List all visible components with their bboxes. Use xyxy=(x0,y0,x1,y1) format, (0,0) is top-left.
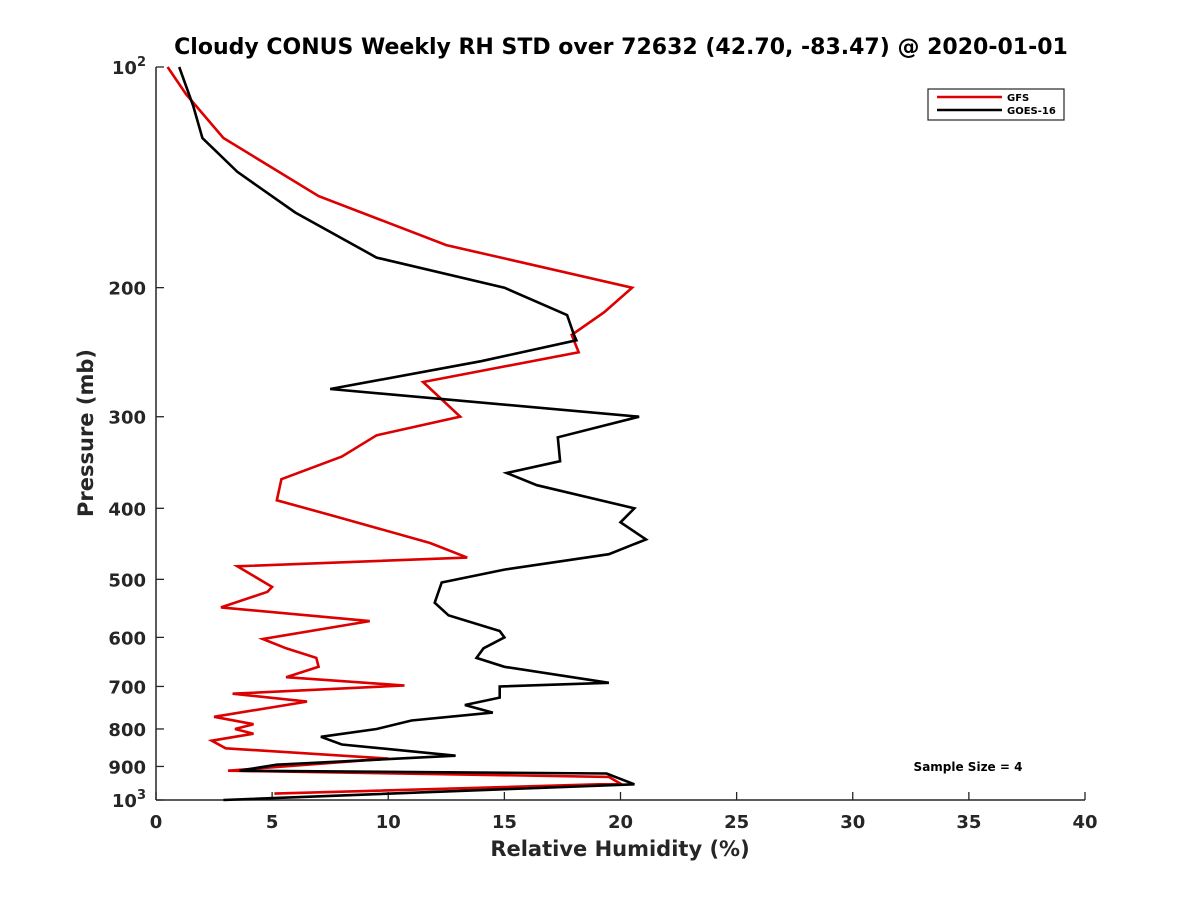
series-layer xyxy=(166,66,649,802)
y-tick-label: 300 xyxy=(108,408,146,429)
x-tick-label: 0 xyxy=(150,812,163,833)
x-tick-label: 10 xyxy=(376,812,401,833)
sample-size-annotation: Sample Size = 4 xyxy=(914,760,1023,774)
y-tick-label: 700 xyxy=(108,677,146,698)
y-tick-label: 400 xyxy=(108,499,146,520)
x-tick-label: 15 xyxy=(492,812,517,833)
y-tick-label: 102 xyxy=(112,55,146,79)
legend-label-gfs: GFS xyxy=(1007,93,1029,104)
y-tick-label: 103 xyxy=(112,788,146,812)
chart-title: Cloudy CONUS Weekly RH STD over 72632 (4… xyxy=(174,35,1068,60)
y-tick-label: 600 xyxy=(108,628,146,649)
legend-box xyxy=(927,88,1065,121)
x-tick-label: 30 xyxy=(840,812,865,833)
x-ticks: 0 5 10 15 20 25 30 35 40 xyxy=(150,792,1098,833)
x-tick-label: 35 xyxy=(956,812,981,833)
series-line-goes16 xyxy=(177,66,649,802)
legend: GFS GOES-16 xyxy=(927,88,1065,121)
y-axis-title: Pressure (mb) xyxy=(74,349,98,517)
x-tick-label: 20 xyxy=(608,812,633,833)
x-axis-title: Relative Humidity (%) xyxy=(490,837,749,861)
series-line-gfs xyxy=(166,66,635,795)
legend-label-goes16: GOES-16 xyxy=(1007,106,1056,117)
x-tick-label: 25 xyxy=(724,812,749,833)
x-tick-label: 40 xyxy=(1072,812,1097,833)
y-tick-label: 900 xyxy=(108,757,146,778)
y-tick-label: 200 xyxy=(108,279,146,300)
y-ticks: 102 200 300 400 500 600 700 800 900 103 xyxy=(108,55,164,812)
x-tick-label: 5 xyxy=(266,812,279,833)
y-tick-label: 800 xyxy=(108,720,146,741)
y-tick-label: 500 xyxy=(108,570,146,591)
